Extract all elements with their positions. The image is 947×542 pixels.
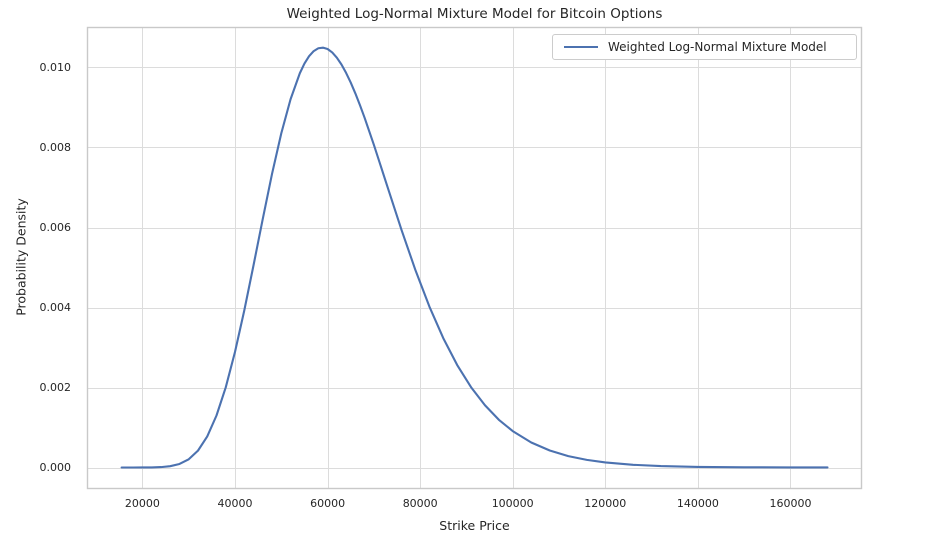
x-tick-label: 80000: [402, 497, 438, 510]
y-tick-label: 0.000: [39, 460, 72, 474]
x-tick-label: 40000: [217, 497, 253, 510]
x-tick-label: 60000: [310, 497, 346, 510]
x-tick-label: 160000: [769, 497, 812, 510]
y-axis-label: Probability Density: [13, 198, 29, 316]
y-tick-label: 0.010: [39, 60, 72, 74]
legend-line-swatch: [564, 45, 598, 49]
x-tick-label: 120000: [584, 497, 627, 510]
density-curve: [120, 46, 829, 469]
grid-layer: [87, 27, 862, 489]
chart-title: Weighted Log-Normal Mixture Model for Bi…: [286, 6, 663, 22]
y-tick-label: 0.004: [39, 300, 72, 314]
x-tick-label: 140000: [676, 497, 719, 510]
x-tick-label: 100000: [491, 497, 534, 510]
legend: Weighted Log-Normal Mixture Model: [552, 34, 857, 60]
y-tick-label: 0.006: [39, 220, 72, 234]
legend-label: Weighted Log-Normal Mixture Model: [608, 40, 827, 54]
axes-frame: [86, 26, 863, 490]
y-tick-label: 0.008: [39, 140, 72, 154]
x-tick-label: 20000: [124, 497, 160, 510]
series-layer: [120, 46, 829, 469]
y-tick-label: 0.002: [39, 380, 72, 394]
x-axis-label: Strike Price: [439, 518, 510, 533]
